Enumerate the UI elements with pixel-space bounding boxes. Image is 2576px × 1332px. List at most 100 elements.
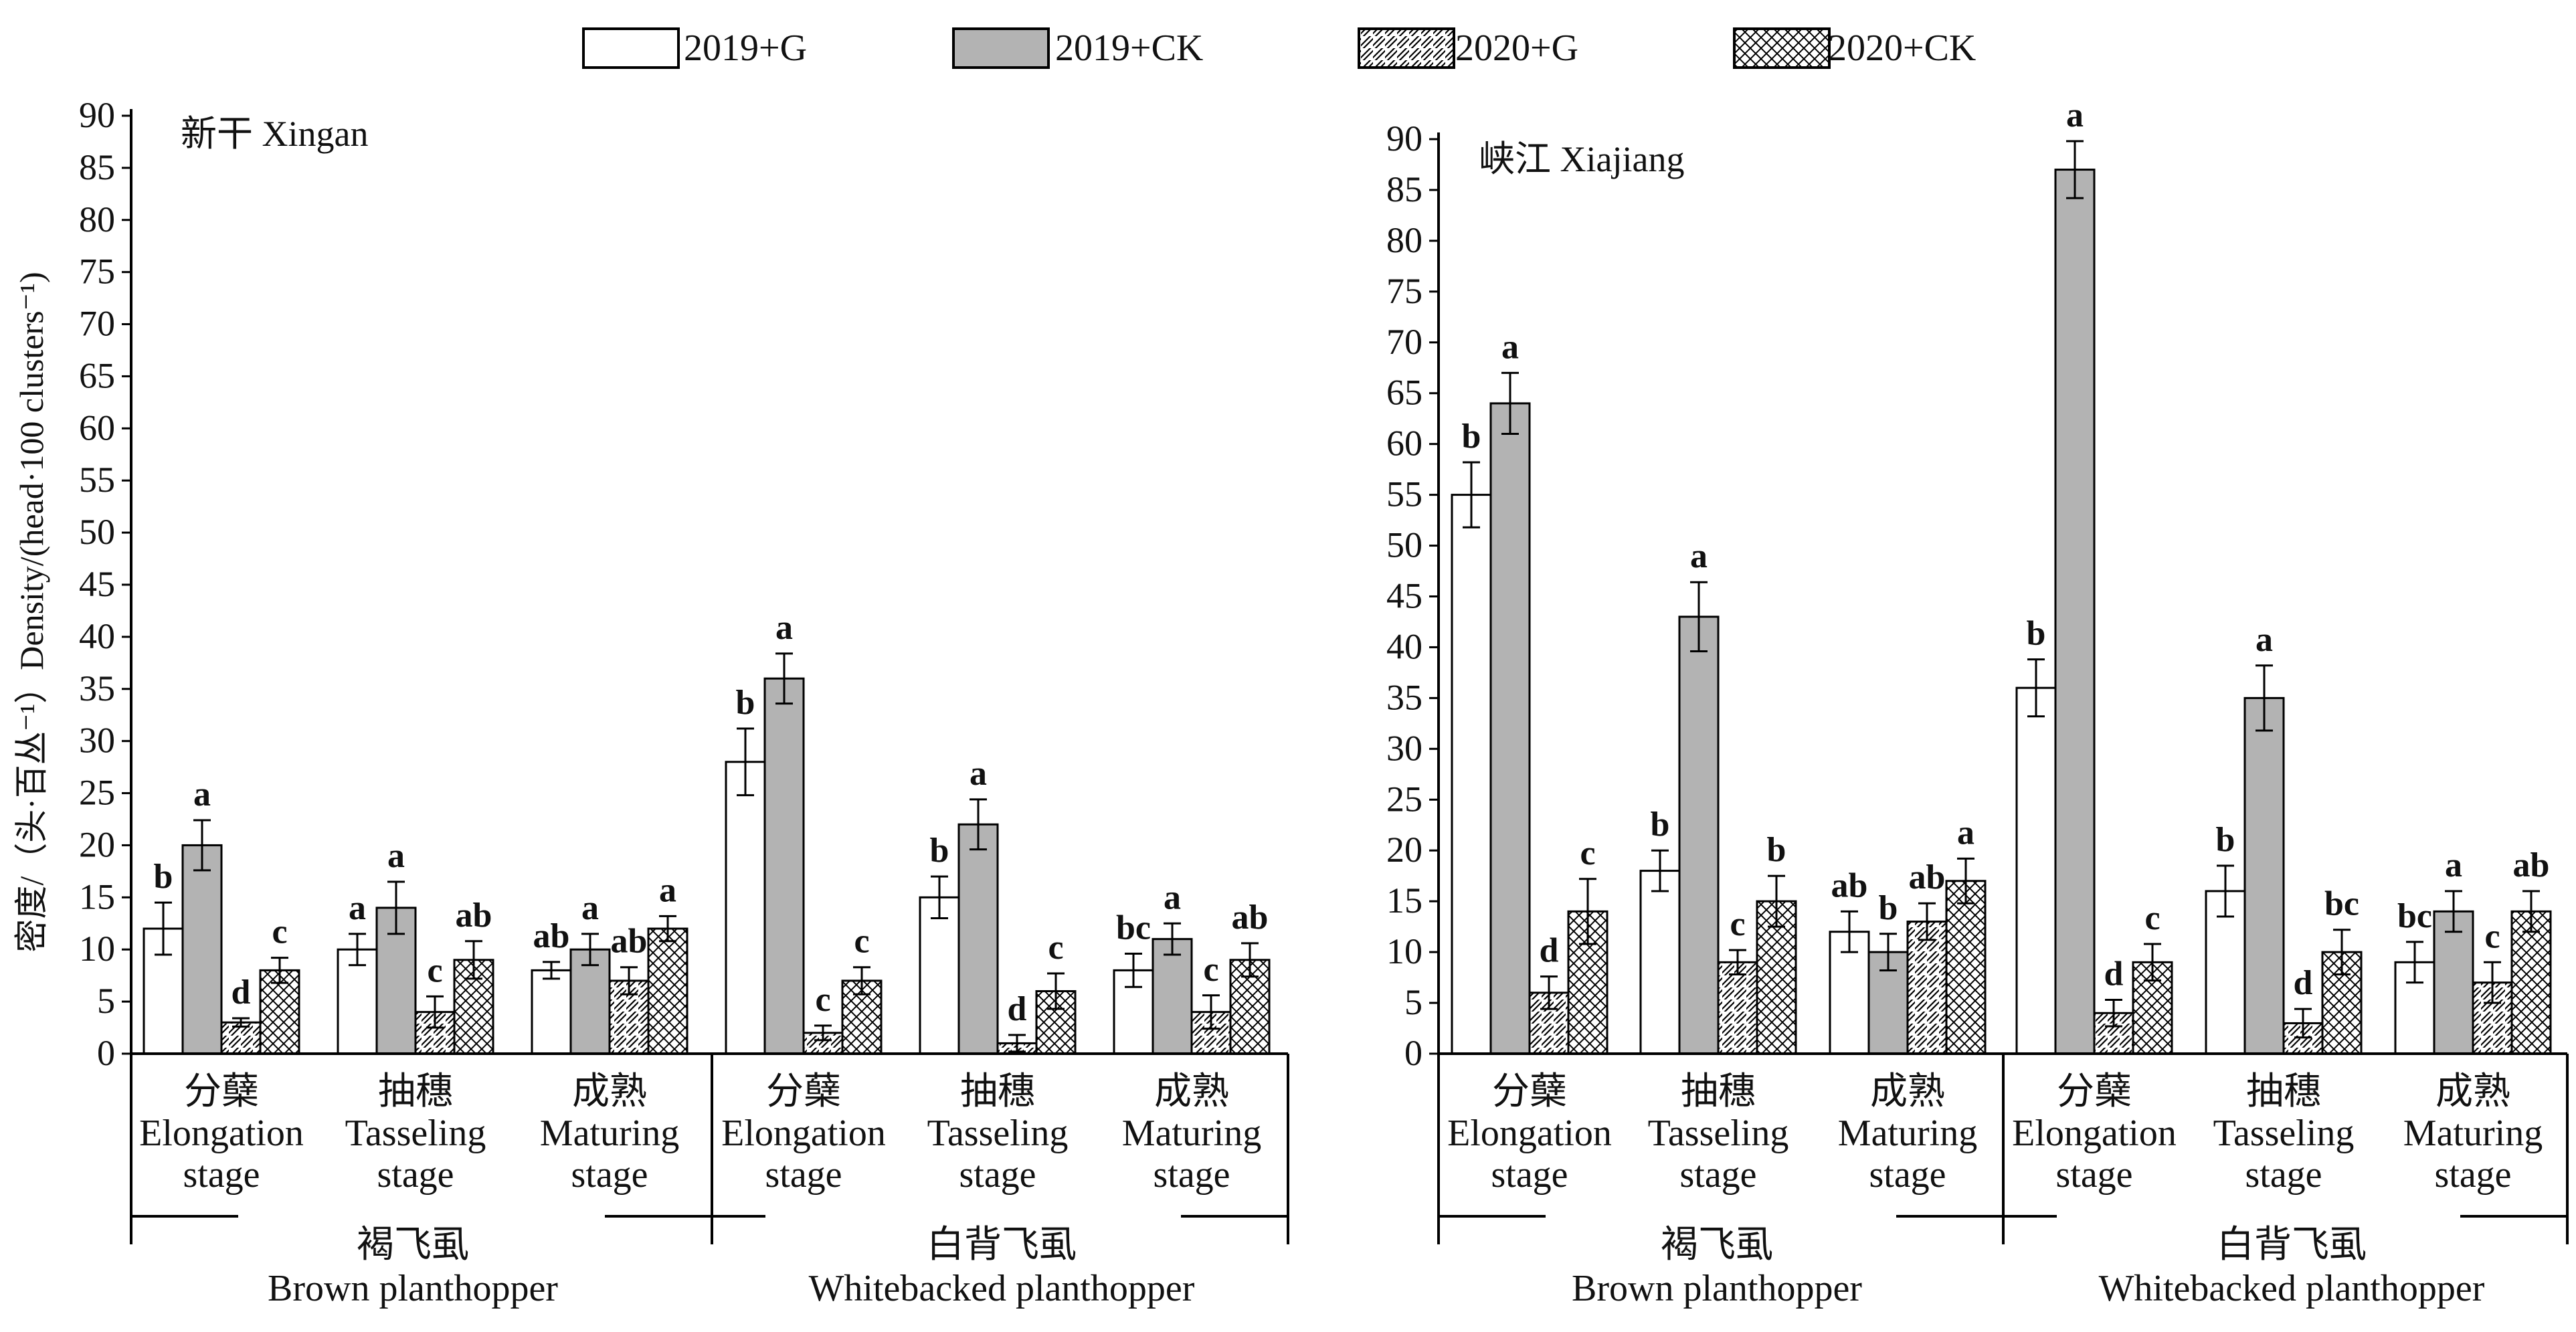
group-label-en-brown-xingan: Brown planthopper bbox=[268, 1268, 558, 1309]
category-label-zh-xingan-0: 分蘖 bbox=[184, 1071, 259, 1113]
sig-letter-xingan-cat4-2020-ck: c bbox=[1048, 929, 1063, 967]
sig-letter-xiajiang-cat2-2019-g: ab bbox=[1831, 866, 1868, 905]
sig-letter-xiajiang-cat5-2019-g: bc bbox=[2397, 897, 2432, 935]
sig-letter-xingan-cat3-2019-ck: a bbox=[775, 609, 793, 647]
bar-xiajiang-cat0-2019-g bbox=[1451, 494, 1492, 1055]
sig-letter-xingan-cat0-2020-ck: c bbox=[272, 913, 287, 951]
mark-layer-xiajiang: 051015202530354045505560657075808590badc… bbox=[1386, 96, 2569, 1244]
sig-letter-xingan-cat3-2020-ck: c bbox=[854, 923, 869, 961]
legend: 2019+G 2019+CK 2020+G 2020+CK bbox=[582, 27, 1976, 69]
sig-letter-xiajiang-cat5-2020-ck: ab bbox=[2513, 846, 2550, 884]
category-label-en2-xiajiang-2: stage bbox=[1869, 1154, 1946, 1196]
category-label-en2-xingan-3: stage bbox=[765, 1154, 842, 1196]
sig-letter-xingan-cat2-2020-g: ab bbox=[611, 923, 648, 961]
y-tick-label-15-xiajiang: 15 bbox=[1386, 880, 1422, 921]
y-tick-label-90-xiajiang: 90 bbox=[1386, 118, 1422, 159]
legend-label-2019-ck: 2019+CK bbox=[1055, 27, 1203, 69]
y-tick-label-0-xingan: 0 bbox=[97, 1033, 115, 1073]
bar-xiajiang-cat3-2019-ck bbox=[2054, 169, 2096, 1055]
chart-panel-xiajiang: 峡江 Xiajiang 0 5 10 15 20 25 30 35 40 45 50 55 60 65 70… bbox=[1386, 96, 2569, 1309]
legend-item-2020-g: 2020+G bbox=[1358, 27, 1578, 69]
group-label-zh-white-xingan: 白背飞虱 bbox=[927, 1224, 1077, 1266]
category-label-en1-xiajiang-2: Maturing bbox=[1838, 1113, 1977, 1154]
bar-xiajiang-cat1-2019-g bbox=[1639, 870, 1681, 1055]
bar-xiajiang-cat0-2019-ck bbox=[1489, 402, 1531, 1055]
y-tick-label-80-xiajiang: 80 bbox=[1386, 220, 1422, 260]
bar-xingan-cat2-2020-ck bbox=[647, 927, 688, 1055]
y-tick-label-80-xingan: 80 bbox=[79, 199, 115, 240]
panel-title-xingan: 新干 Xingan bbox=[181, 114, 368, 154]
y-tick-label-50-xiajiang: 50 bbox=[1386, 525, 1422, 565]
group-label-en-white-xiajiang: Whitebacked planthopper bbox=[2099, 1268, 2485, 1309]
category-label-en2-xiajiang-4: stage bbox=[2245, 1154, 2322, 1196]
bar-xiajiang-cat1-2020-g bbox=[1717, 961, 1758, 1055]
y-tick-label-45-xingan: 45 bbox=[79, 564, 115, 604]
sig-letter-xingan-cat5-2019-ck: a bbox=[1164, 878, 1181, 917]
y-tick-label-35-xiajiang: 35 bbox=[1386, 677, 1422, 717]
category-label-zh-xingan-4: 抽穗 bbox=[960, 1071, 1035, 1113]
sig-letter-xingan-cat5-2020-g: c bbox=[1203, 951, 1218, 989]
category-label-en1-xingan-0: Elongation bbox=[139, 1113, 304, 1154]
category-labels-xingan: 分蘖Elongationstage抽穗Tasselingstage成熟Matur… bbox=[139, 1071, 1261, 1196]
mark-layer-xingan: 051015202530354045505560657075808590badc… bbox=[79, 95, 1289, 1244]
category-label-en1-xingan-5: Maturing bbox=[1122, 1113, 1261, 1154]
bar-xingan-cat4-2019-g bbox=[919, 896, 960, 1055]
y-tick-label-90-xingan: 90 bbox=[79, 95, 115, 135]
sig-letter-xiajiang-cat3-2020-ck: c bbox=[2144, 899, 2160, 937]
sig-letter-xiajiang-cat1-2020-g: c bbox=[1730, 905, 1745, 943]
legend-label-2019-g: 2019+G bbox=[684, 27, 807, 69]
category-label-en2-xingan-0: stage bbox=[183, 1154, 260, 1196]
bar-xingan-cat5-2019-ck bbox=[1152, 938, 1193, 1055]
category-label-zh-xingan-3: 分蘖 bbox=[766, 1071, 841, 1113]
y-tick-label-5-xiajiang: 5 bbox=[1404, 982, 1422, 1022]
y-tick-label-65-xiajiang: 65 bbox=[1386, 373, 1422, 413]
category-label-en1-xingan-3: Elongation bbox=[721, 1113, 886, 1154]
sig-letter-xingan-cat2-2019-ck: a bbox=[581, 889, 599, 927]
legend-swatch-2019-ck bbox=[952, 27, 1050, 69]
bar-xiajiang-cat4-2019-g bbox=[2205, 890, 2246, 1055]
sig-letter-xiajiang-cat2-2020-g: ab bbox=[1909, 858, 1946, 896]
category-label-en1-xingan-2: Maturing bbox=[540, 1113, 679, 1154]
sig-letter-xingan-cat2-2019-g: ab bbox=[533, 917, 570, 955]
y-tick-label-20-xiajiang: 20 bbox=[1386, 830, 1422, 870]
sig-letter-xingan-cat2-2020-ck: a bbox=[659, 871, 676, 909]
bar-xiajiang-cat5-2020-ck bbox=[2510, 910, 2552, 1055]
legend-swatch-2019-g bbox=[582, 27, 680, 69]
category-label-zh-xiajiang-5: 成熟 bbox=[2435, 1071, 2510, 1113]
y-tick-label-60-xiajiang: 60 bbox=[1386, 423, 1422, 464]
category-label-en1-xiajiang-3: Elongation bbox=[2012, 1113, 2177, 1154]
category-label-en2-xiajiang-0: stage bbox=[1491, 1154, 1568, 1196]
category-label-zh-xiajiang-0: 分蘖 bbox=[1492, 1071, 1567, 1113]
group-label-en-brown-xiajiang: Brown planthopper bbox=[1572, 1268, 1862, 1309]
y-tick-label-5-xingan: 5 bbox=[97, 981, 115, 1021]
sig-letter-xiajiang-cat1-2020-ck: b bbox=[1767, 831, 1786, 869]
sig-letter-xiajiang-cat4-2019-ck: a bbox=[2256, 621, 2273, 659]
category-label-zh-xiajiang-2: 成熟 bbox=[1870, 1071, 1945, 1113]
sig-letter-xiajiang-cat1-2019-ck: a bbox=[1690, 537, 1708, 575]
chart-panel-xingan: 新干 Xingan 0 5 10 15 20 25 30 35 40 45 50 55 60 65 70 75… bbox=[79, 95, 1289, 1309]
y-tick-label-0-xiajiang: 0 bbox=[1404, 1033, 1422, 1073]
sig-letter-xiajiang-cat4-2020-ck: bc bbox=[2324, 885, 2359, 923]
bar-xingan-cat2-2019-g bbox=[531, 969, 572, 1055]
category-label-en1-xingan-4: Tasseling bbox=[927, 1113, 1069, 1154]
y-tick-label-70-xiajiang: 70 bbox=[1386, 322, 1422, 362]
bar-layer-xingan bbox=[143, 677, 1271, 1055]
sig-letter-xiajiang-cat0-2019-g: b bbox=[1462, 417, 1481, 456]
bar-xiajiang-cat5-2019-ck bbox=[2433, 910, 2474, 1055]
sig-letter-xiajiang-cat1-2019-g: b bbox=[1651, 805, 1670, 844]
sig-letter-xingan-cat3-2019-g: b bbox=[736, 684, 755, 722]
sig-letter-xiajiang-cat2-2019-ck: b bbox=[1879, 889, 1898, 927]
category-label-en1-xiajiang-4: Tasseling bbox=[2213, 1113, 2355, 1154]
sig-letter-xingan-cat1-2019-ck: a bbox=[387, 837, 405, 875]
group-label-zh-brown-xiajiang: 褐飞虱 bbox=[1661, 1224, 1773, 1266]
sig-letter-xiajiang-cat0-2020-ck: c bbox=[1580, 834, 1595, 872]
legend-item-2019-ck: 2019+CK bbox=[952, 27, 1203, 69]
y-tick-label-70-xingan: 70 bbox=[79, 304, 115, 344]
legend-swatch-2020-ck bbox=[1733, 27, 1831, 69]
y-tick-label-40-xiajiang: 40 bbox=[1386, 626, 1422, 666]
sig-letter-xiajiang-cat4-2020-g: d bbox=[2294, 964, 2313, 1002]
bar-xiajiang-cat3-2019-g bbox=[2015, 686, 2057, 1055]
sig-letter-xingan-cat1-2019-g: a bbox=[349, 889, 366, 927]
category-label-zh-xingan-5: 成熟 bbox=[1154, 1071, 1229, 1113]
category-label-en2-xingan-4: stage bbox=[959, 1154, 1036, 1196]
